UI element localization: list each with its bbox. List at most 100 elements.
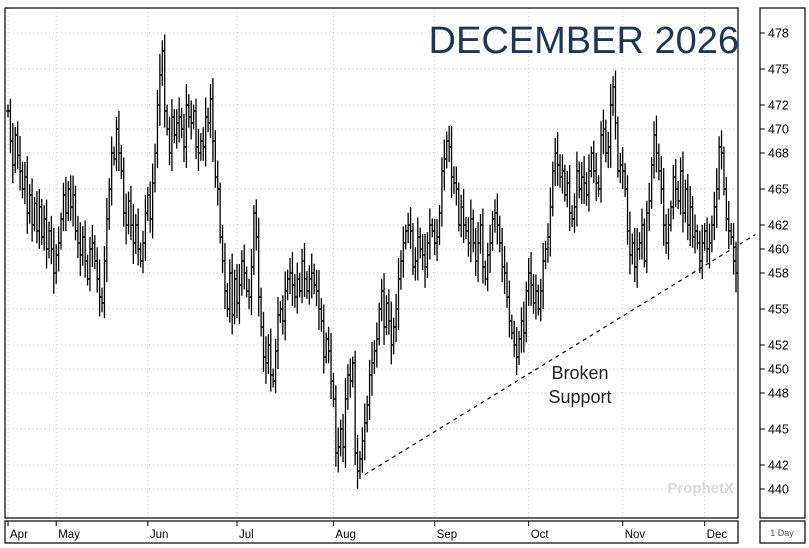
- ohlc-bar: [39, 199, 44, 245]
- ohlc-bar: [579, 161, 584, 205]
- ohlc-bar: [278, 301, 283, 323]
- ohlc-bar: [162, 34, 167, 128]
- ohlc-bar: [196, 129, 201, 171]
- y-tick-label: 470: [768, 123, 789, 137]
- x-tick-label: Oct: [531, 529, 550, 541]
- ohlc-bar: [155, 89, 160, 169]
- ohlc-bar: [623, 163, 628, 197]
- y-axis-frame: [759, 7, 806, 519]
- ohlc-bar: [44, 199, 49, 269]
- ohlc-bar: [133, 214, 138, 254]
- ohlc-bar: [671, 164, 676, 220]
- ohlc-bar: [179, 107, 184, 139]
- ohlc-bar: [690, 196, 695, 248]
- ohlc-bar: [423, 234, 428, 288]
- ohlc-bar: [613, 70, 618, 140]
- ohlc-bar: [232, 269, 237, 325]
- ohlc-bar: [526, 257, 531, 307]
- ohlc-bar: [249, 249, 254, 315]
- ohlc-bar: [401, 226, 406, 278]
- ohlc-bar: [297, 272, 302, 298]
- ohlc-bar: [37, 189, 42, 249]
- ohlc-bar: [574, 151, 579, 227]
- ohlc-bar: [251, 205, 256, 275]
- ohlc-bar: [538, 278, 543, 322]
- ohlc-bar: [461, 189, 466, 243]
- ohlc-bar: [464, 217, 469, 239]
- ohlc-bar: [341, 413, 346, 463]
- ohlc-bar: [608, 84, 613, 168]
- ohlc-bar: [136, 208, 141, 266]
- ohlc-bar: [203, 97, 208, 167]
- ohlc-bar: [295, 262, 300, 314]
- ohlc-bar: [97, 259, 102, 317]
- ohlc-bar: [632, 227, 637, 283]
- ohlc-bar: [719, 130, 724, 170]
- ohlc-bar: [27, 184, 32, 224]
- ohlc-bar: [695, 224, 700, 250]
- ohlc-bar: [92, 235, 97, 269]
- ohlc-bar: [454, 166, 459, 206]
- ohlc-bar: [490, 211, 495, 251]
- support-trendline: [364, 234, 756, 476]
- y-tick-label: 462: [768, 219, 789, 233]
- ohlc-bar: [280, 295, 285, 335]
- y-tick-label: 478: [768, 27, 789, 41]
- ohlc-bar: [721, 146, 726, 196]
- ohlc-bar: [391, 317, 396, 355]
- ohlc-bar: [635, 228, 640, 288]
- ohlc-bar: [300, 248, 305, 304]
- chart-title: DECEMBER 2026: [429, 20, 739, 62]
- ohlc-bar: [545, 223, 550, 263]
- ohlc-bar: [90, 225, 95, 267]
- ohlc-bar: [326, 326, 331, 364]
- ohlc-bar: [292, 274, 297, 308]
- ohlc-bar: [32, 196, 37, 232]
- ohlc-bar: [34, 191, 39, 244]
- ohlc-bar: [20, 161, 25, 199]
- ohlc-bar: [271, 368, 276, 388]
- ohlc-bar: [637, 232, 642, 260]
- ohlc-bar: [172, 109, 177, 143]
- ohlc-bar: [242, 244, 247, 290]
- ohlc-bar: [550, 161, 555, 217]
- ohlc-bar: [275, 297, 280, 369]
- ohlc-bar: [218, 182, 223, 244]
- ohlc-bar: [389, 301, 394, 365]
- ohlc-bar: [497, 215, 502, 253]
- ohlc-bar: [558, 154, 563, 188]
- ohlc-bar: [343, 378, 348, 468]
- ohlc-bar: [302, 243, 307, 297]
- ohlc-bar: [73, 185, 78, 241]
- ohlc-bar: [138, 242, 143, 268]
- ohlc-bar: [702, 223, 707, 251]
- ohlc-bar: [174, 109, 179, 149]
- ohlc-bar: [131, 204, 136, 264]
- ohlc-bar: [104, 198, 109, 282]
- ohlc-bar: [167, 116, 172, 166]
- ohlc-bar: [625, 175, 630, 245]
- ohlc-bar: [488, 225, 493, 273]
- ohlc-bar: [128, 185, 133, 241]
- ohlc-bar: [712, 191, 717, 241]
- ohlc-bar: [13, 127, 18, 173]
- ohlc-bar: [586, 154, 591, 212]
- ohlc-bar: [75, 215, 80, 259]
- ohlc-bar: [273, 338, 278, 394]
- ohlc-bar: [189, 100, 194, 140]
- ohlc-bar: [124, 193, 129, 245]
- ohlc-bar: [283, 271, 288, 341]
- ohlc-bar: [63, 177, 68, 231]
- ohlc-bar: [502, 246, 507, 294]
- y-tick-label: 475: [768, 63, 789, 77]
- x-tick-label: Nov: [625, 529, 646, 541]
- ohlc-bar: [717, 136, 722, 200]
- ohlc-bar: [59, 212, 64, 250]
- ohlc-bar: [314, 269, 319, 307]
- ohlc-bar: [451, 166, 456, 194]
- ohlc-bar: [729, 223, 734, 245]
- ohlc-bar: [143, 195, 148, 261]
- ohlc-bar: [54, 244, 59, 284]
- ohlc-bar: [685, 173, 690, 241]
- ohlc-bar: [261, 311, 266, 373]
